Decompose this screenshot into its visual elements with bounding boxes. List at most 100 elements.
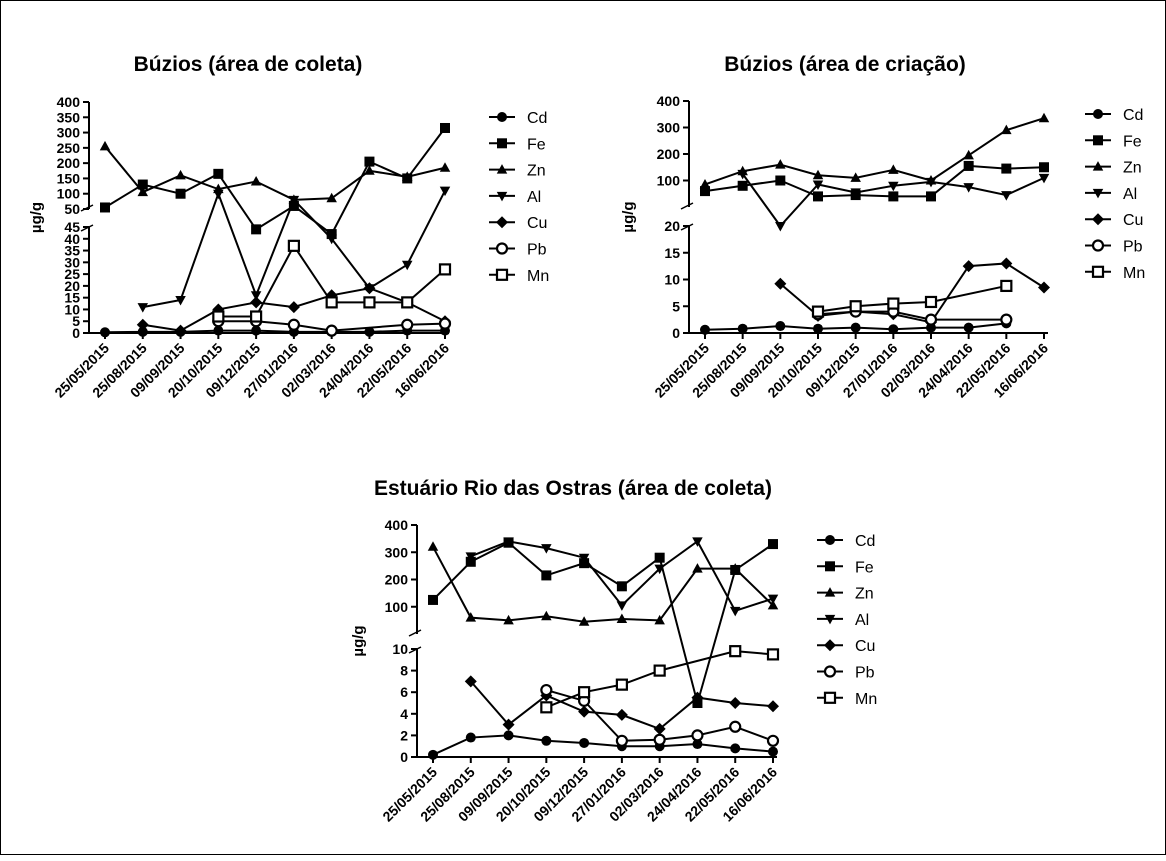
data-point-al <box>541 544 552 554</box>
data-point-al <box>692 537 703 547</box>
legend-label: Pb <box>855 665 875 682</box>
legend-label: Fe <box>1123 133 1142 150</box>
series-mn <box>212 239 452 323</box>
data-point-fe <box>926 191 936 202</box>
data-point-al <box>1038 173 1050 184</box>
chart-panel-3: Estuário Rio das Ostras (área de coleta)… <box>350 477 877 825</box>
data-point-al <box>1001 191 1012 201</box>
data-point-mn <box>401 296 414 309</box>
series-al <box>737 169 1050 232</box>
legend-marker-al <box>496 191 508 202</box>
y-tick-label: 20 <box>64 278 80 294</box>
y-tick-label: 8 <box>400 663 408 679</box>
data-point-al <box>288 195 300 206</box>
series-al <box>137 186 451 313</box>
data-point-fe <box>768 539 778 550</box>
data-point-fe <box>175 188 186 199</box>
data-point-mn <box>811 305 825 318</box>
legend-marker-fe <box>1093 135 1103 146</box>
data-point-cu <box>774 277 787 290</box>
series-line-mn <box>817 284 1007 313</box>
data-point-zn <box>850 172 861 182</box>
data-point-al <box>767 594 779 605</box>
legend-label: Zn <box>527 163 546 180</box>
data-point-pb <box>924 313 938 326</box>
data-point-mn <box>287 239 300 252</box>
legend-marker-mn <box>1091 265 1105 278</box>
y-tick-label: 350 <box>57 109 81 125</box>
legend-label: Fe <box>527 136 546 153</box>
series-pb <box>540 683 780 747</box>
data-point-fe <box>813 191 823 202</box>
legend-marker-zn <box>1092 161 1104 171</box>
data-point-zn <box>767 599 779 610</box>
y-tick-label: 5 <box>72 313 80 329</box>
chart-title: Búzios (área de coleta) <box>134 53 363 76</box>
legend: Cd Fe Zn Al Cu Pb Mn <box>1085 107 1145 282</box>
data-point-cd <box>213 325 224 336</box>
data-point-cu <box>136 318 149 331</box>
y-axis-label: µg/g <box>620 201 637 232</box>
legend-marker-mn <box>495 268 509 281</box>
series-line-fe <box>104 127 446 236</box>
data-point-al <box>616 601 628 611</box>
data-point-fe <box>700 186 710 197</box>
data-point-pb <box>438 317 452 330</box>
legend-label: Al <box>855 612 869 629</box>
data-point-pb <box>540 683 553 697</box>
data-point-cu <box>729 697 742 709</box>
data-point-fe <box>100 202 110 213</box>
data-point-zn <box>578 616 590 626</box>
y-tick-label: 300 <box>385 544 409 560</box>
chart-panel-2: Búzios (área de criação)µg/g100200300400… <box>620 53 1145 401</box>
series-mn <box>540 645 780 714</box>
series-cd <box>700 318 1012 335</box>
axis-break-mark <box>408 629 422 637</box>
y-tick-label: 100 <box>57 186 81 202</box>
data-point-zn <box>99 140 111 151</box>
y-tick-label: 2 <box>400 727 408 743</box>
data-point-pb <box>401 318 414 331</box>
data-point-fe <box>1001 163 1012 174</box>
data-point-pb <box>729 720 742 733</box>
data-point-mn <box>887 297 900 310</box>
legend-marker-pb <box>823 665 837 678</box>
series-fe <box>428 537 778 708</box>
data-point-cu <box>287 301 300 314</box>
data-point-al <box>654 564 665 575</box>
data-point-zn <box>250 175 262 186</box>
legend-label: Cd <box>1123 107 1143 124</box>
series-line-pb <box>218 320 446 332</box>
series-line-zn <box>704 117 1045 186</box>
chart-panel-1: Búzios (área de coleta)µg/g 5010015020025… <box>28 53 549 401</box>
data-point-fe <box>616 581 627 592</box>
data-point-cu <box>653 722 666 735</box>
data-point-al <box>503 537 514 547</box>
data-point-cd <box>850 322 861 333</box>
series-pb <box>811 305 1013 326</box>
data-point-zn <box>175 169 186 180</box>
series-cd <box>428 730 778 760</box>
data-point-mn <box>363 296 376 309</box>
data-point-fe <box>963 160 974 171</box>
data-point-cd <box>100 327 110 338</box>
legend-label: Cu <box>527 215 547 232</box>
data-point-zn <box>503 614 514 625</box>
data-point-mn <box>250 310 263 323</box>
data-point-cd <box>692 739 703 750</box>
y-axis-label: µg/g <box>28 202 45 233</box>
legend-label: Mn <box>527 268 549 285</box>
data-point-cu <box>363 282 376 295</box>
data-point-mn <box>540 701 553 714</box>
y-tick-label: 0 <box>672 325 680 341</box>
data-point-zn <box>364 165 375 175</box>
y-tick-label: 50 <box>64 201 80 217</box>
legend-label: Al <box>1123 186 1137 203</box>
y-tick-label: 10 <box>64 301 80 317</box>
y-tick-label: 25 <box>64 266 80 282</box>
data-point-al <box>439 186 451 197</box>
legend-label: Cu <box>1123 212 1143 229</box>
data-point-pb <box>766 734 780 747</box>
data-point-mn <box>578 686 591 699</box>
